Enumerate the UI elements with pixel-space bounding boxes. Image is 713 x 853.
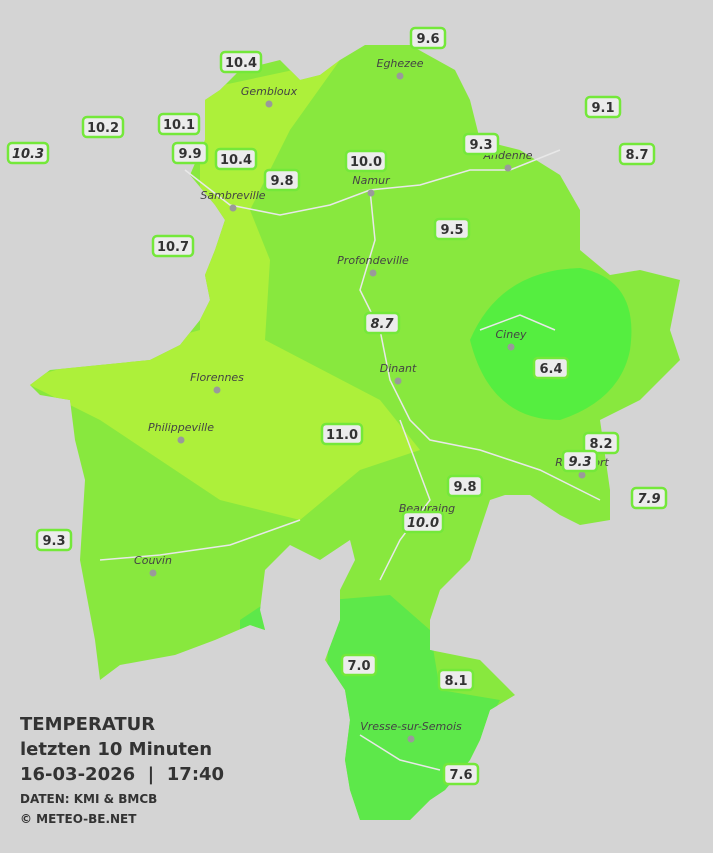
town-dot xyxy=(369,269,377,277)
station-value: 9.5 xyxy=(440,223,463,238)
station-box xyxy=(171,141,209,165)
station-box xyxy=(157,112,201,136)
station-box xyxy=(446,474,484,498)
town-label: Sambreville xyxy=(200,189,265,202)
town-label: Namur xyxy=(352,174,391,187)
legend-copyright: © METEO-BE.NET xyxy=(20,812,137,826)
town-label: Philippeville xyxy=(148,421,214,434)
station-value: 9.3 xyxy=(469,138,492,153)
station-value: 8.7 xyxy=(370,317,394,332)
town-dot xyxy=(177,436,185,444)
station-box xyxy=(532,356,570,380)
station-value: 10.0 xyxy=(407,516,439,531)
station-box xyxy=(561,449,599,473)
town-label: Dinant xyxy=(380,362,417,375)
station-value: 9.8 xyxy=(453,480,476,495)
town-label: Florennes xyxy=(190,371,244,384)
station-value: 10.7 xyxy=(157,240,189,255)
station-box xyxy=(584,95,622,119)
station-value: 7.0 xyxy=(347,659,370,674)
station-value: 9.3 xyxy=(568,455,591,470)
town-dot xyxy=(504,164,512,172)
station-value: 9.8 xyxy=(270,174,293,189)
town-dot xyxy=(229,204,237,212)
station-value: 8.7 xyxy=(625,148,648,163)
town-dot xyxy=(507,343,515,351)
station-box xyxy=(35,528,73,552)
town-dot xyxy=(149,569,157,577)
town-dot xyxy=(407,735,415,743)
town-label: Profondeville xyxy=(337,254,409,267)
station-box xyxy=(219,50,263,74)
station-box xyxy=(442,762,480,786)
station-value: 9.1 xyxy=(591,101,614,116)
station-value: 7.9 xyxy=(637,492,660,507)
town-label: Ciney xyxy=(496,328,527,341)
station-value: 10.4 xyxy=(225,56,257,71)
station-box xyxy=(81,115,125,139)
station-box xyxy=(151,234,195,258)
station-box xyxy=(214,147,258,171)
town-label: Vresse-sur-Semois xyxy=(360,720,462,733)
station-box xyxy=(363,311,401,335)
station-value: 10.2 xyxy=(87,121,119,136)
station-value: 8.1 xyxy=(444,674,467,689)
station-box xyxy=(630,486,668,510)
station-box xyxy=(433,217,471,241)
legend-subtitle: letzten 10 Minuten xyxy=(20,739,212,760)
station-value: 9.6 xyxy=(416,32,439,47)
station-box xyxy=(344,149,388,173)
town-dot xyxy=(265,100,273,108)
station-box xyxy=(409,26,447,50)
station-box xyxy=(462,132,500,156)
station-box xyxy=(340,653,378,677)
town-dot xyxy=(213,386,221,394)
station-value: 10.1 xyxy=(163,118,195,133)
station-value: 9.3 xyxy=(42,534,65,549)
town-label: Gembloux xyxy=(241,85,298,98)
legend-datetime: 16-03-2026 | 17:40 xyxy=(20,764,224,785)
town-dot xyxy=(367,189,375,197)
station-box xyxy=(401,510,445,534)
station-box xyxy=(320,422,364,446)
station-value: 10.3 xyxy=(12,147,44,162)
town-label: Couvin xyxy=(134,554,172,567)
town-dot xyxy=(396,72,404,80)
station-value: 10.4 xyxy=(220,153,252,168)
town-dot xyxy=(578,471,586,479)
station-value: 10.0 xyxy=(350,155,382,170)
legend-title: TEMPERATUR xyxy=(20,714,155,735)
station-value: 11.0 xyxy=(326,428,358,443)
station-box xyxy=(6,141,50,165)
station-box xyxy=(437,668,475,692)
town-label: Eghezee xyxy=(377,57,424,70)
station-value: 7.6 xyxy=(449,768,472,783)
station-value: 9.9 xyxy=(178,147,201,162)
station-value: 6.4 xyxy=(539,362,562,377)
station-box xyxy=(618,142,656,166)
station-value: 8.2 xyxy=(589,437,612,452)
station-box xyxy=(582,431,620,455)
station-box xyxy=(263,168,301,192)
town-dot xyxy=(394,377,402,385)
legend-source: DATEN: KMI & BMCB xyxy=(20,792,157,806)
